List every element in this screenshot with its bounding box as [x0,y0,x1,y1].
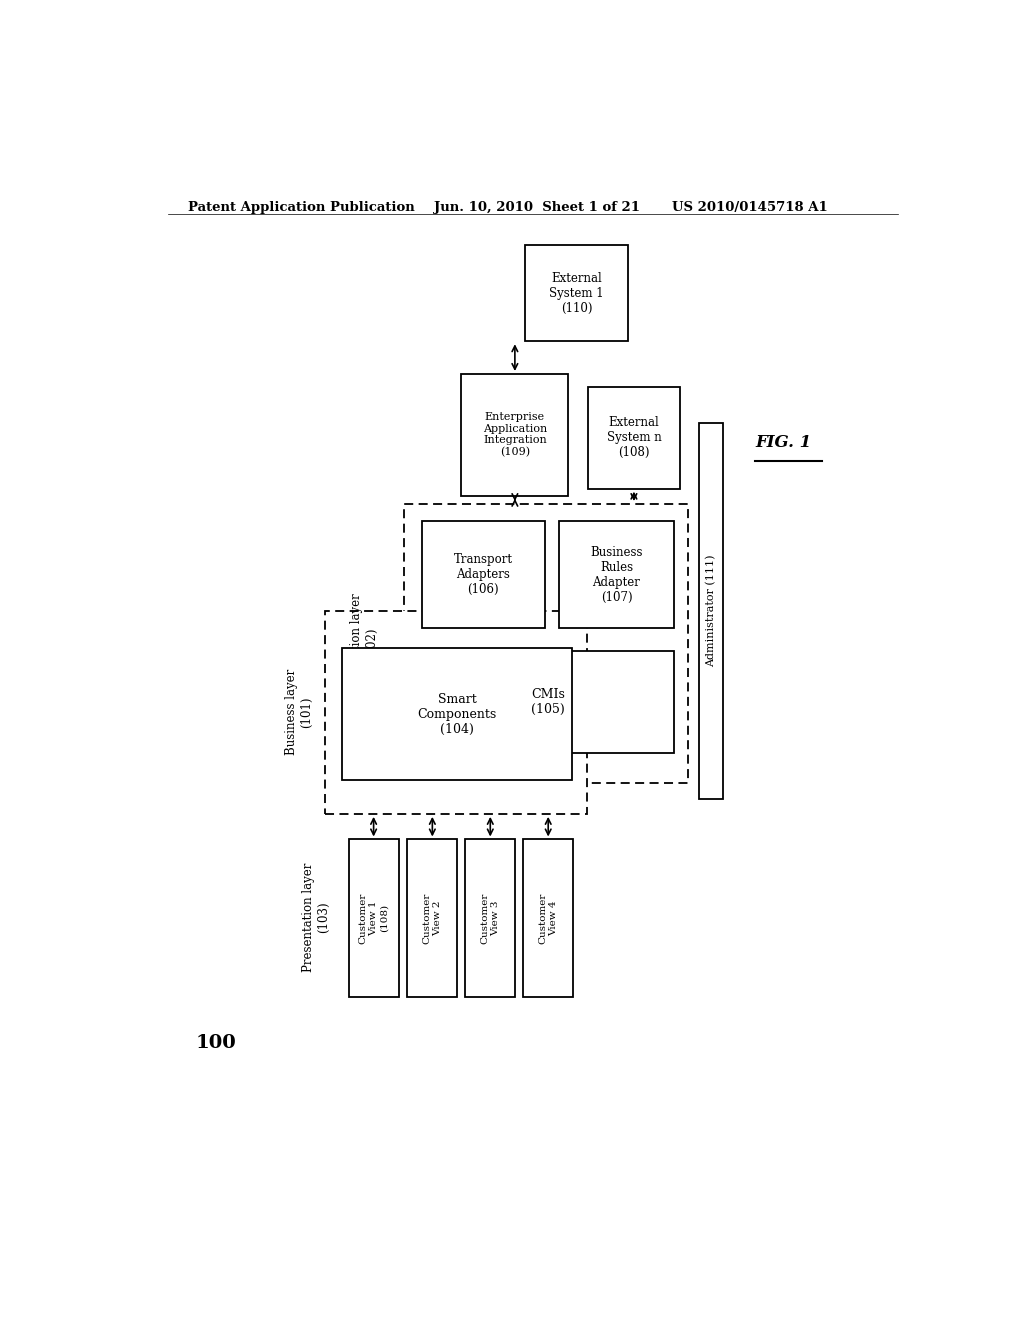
Text: Presentation layer
(103): Presentation layer (103) [302,863,330,973]
Bar [342,648,572,780]
Text: CMIs
(105): CMIs (105) [530,688,565,717]
Text: FIG. 1: FIG. 1 [755,434,811,451]
Bar [559,521,674,628]
Text: Customer
View 2: Customer View 2 [423,892,442,944]
Bar [461,374,568,496]
Bar [422,521,545,628]
Bar [404,504,688,784]
Text: Customer
View 3: Customer View 3 [480,892,500,944]
Bar [465,840,515,997]
Text: Customer
View 1
(108): Customer View 1 (108) [358,892,388,944]
Text: Business
Rules
Adapter
(107): Business Rules Adapter (107) [590,545,643,603]
Text: Smart
Components
(104): Smart Components (104) [418,693,497,735]
Bar [524,244,628,342]
Text: Customer
View 4: Customer View 4 [539,892,558,944]
Text: External
System 1
(110): External System 1 (110) [549,272,604,314]
Bar [325,611,587,814]
Text: 100: 100 [196,1034,237,1052]
Bar [408,840,458,997]
Text: Jun. 10, 2010  Sheet 1 of 21: Jun. 10, 2010 Sheet 1 of 21 [433,201,640,214]
Text: Transport
Adapters
(106): Transport Adapters (106) [454,553,513,597]
Text: Business layer
(101): Business layer (101) [285,669,312,755]
Text: External
System n
(108): External System n (108) [606,416,662,459]
Bar [588,387,680,488]
Text: Patent Application Publication: Patent Application Publication [187,201,415,214]
Text: Integration layer
(102): Integration layer (102) [350,593,379,693]
Bar [523,840,573,997]
Text: US 2010/0145718 A1: US 2010/0145718 A1 [672,201,827,214]
Bar [699,422,723,799]
Bar [348,840,398,997]
Text: Administrator (111): Administrator (111) [707,554,717,667]
Bar [422,651,674,752]
Text: Enterprise
Application
Integration
(109): Enterprise Application Integration (109) [482,412,547,458]
